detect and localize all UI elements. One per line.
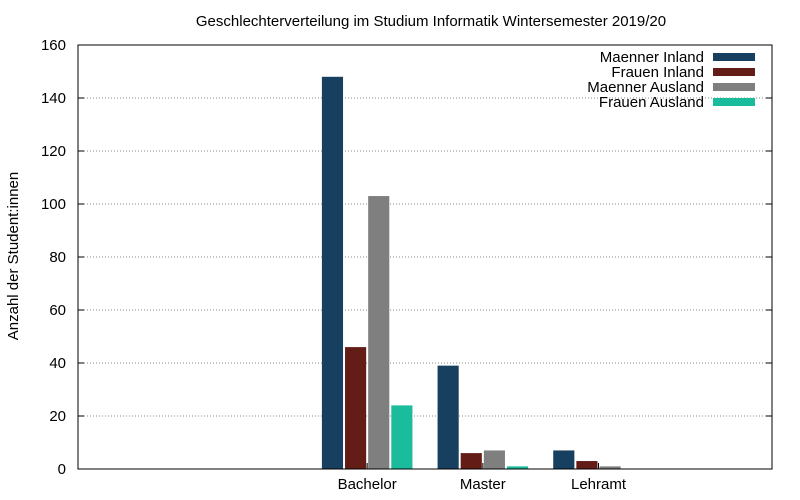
chart-title: Geschlechterverteilung im Studium Inform… [196, 13, 666, 30]
y-tick-label: 20 [49, 408, 66, 425]
legend-swatch [713, 83, 755, 91]
legend-swatch [713, 98, 755, 106]
bar [506, 466, 529, 469]
legend-swatch [713, 53, 755, 61]
y-tick-label: 80 [49, 249, 66, 266]
bar [599, 466, 621, 469]
bar [483, 450, 505, 469]
legend-label: Frauen Inland [611, 64, 704, 81]
bar [576, 461, 598, 469]
bars [321, 76, 621, 470]
bar [391, 405, 413, 469]
y-tick-label: 160 [41, 37, 66, 54]
y-tick-label: 40 [49, 355, 66, 372]
x-tick-label: Master [460, 476, 506, 493]
bar [368, 196, 390, 470]
grid-lines [78, 97, 772, 417]
y-axis-ticks: 0 20 40 60 80 100 120 140 160 [41, 37, 772, 478]
legend-label: Frauen Ausland [599, 94, 704, 111]
legend-swatch [713, 68, 755, 76]
y-tick-label: 100 [41, 196, 66, 213]
bar [460, 453, 482, 469]
legend-label: Maenner Inland [600, 49, 704, 66]
legend-label: Maenner Ausland [587, 79, 704, 96]
x-axis-ticks: Bachelor Master Lehramt [338, 463, 627, 493]
x-tick-label: Lehramt [571, 476, 627, 493]
bar [321, 76, 344, 470]
y-tick-label: 140 [41, 90, 66, 107]
bar [553, 450, 575, 469]
y-axis-label: Anzahl der Student:innen [5, 172, 22, 340]
y-tick-label: 0 [58, 461, 66, 478]
y-tick-label: 60 [49, 302, 66, 319]
bar [437, 365, 459, 469]
x-tick-label: Bachelor [338, 476, 397, 493]
y-tick-label: 120 [41, 143, 66, 160]
bar [345, 347, 367, 469]
